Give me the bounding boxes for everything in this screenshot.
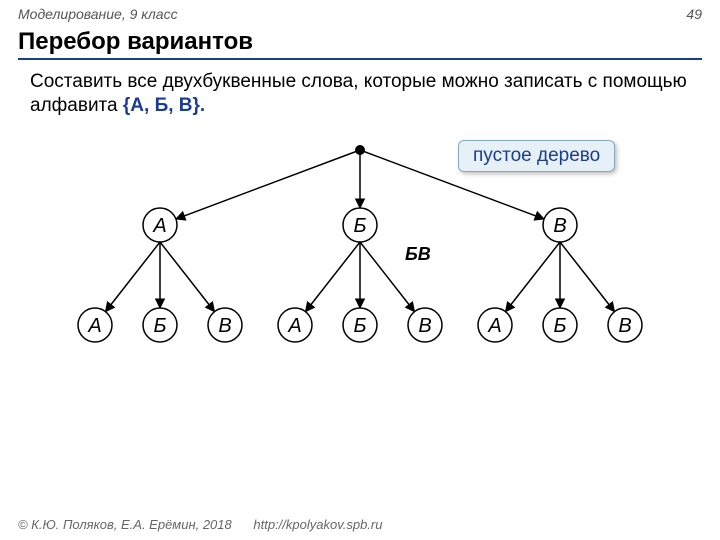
tree-edge bbox=[305, 242, 360, 312]
tree-node-label: Б bbox=[553, 315, 566, 337]
tree-edge bbox=[160, 242, 215, 312]
task-text: Составить все двухбуквенные слова, котор… bbox=[30, 70, 690, 118]
tree-node-label: В bbox=[418, 315, 431, 337]
footer-url: http://kpolyakov.spb.ru bbox=[253, 517, 382, 532]
header-left: Моделирование, 9 класс bbox=[18, 6, 178, 22]
footer: © К.Ю. Поляков, Е.А. Ерёмин, 2018 http:/… bbox=[18, 517, 382, 532]
page-number: 49 bbox=[686, 6, 702, 22]
tree-edge bbox=[505, 242, 560, 312]
tree-edge bbox=[560, 242, 615, 312]
tree-node-label: В bbox=[618, 315, 631, 337]
tree-node-label: В bbox=[218, 315, 231, 337]
tree-node-label: А bbox=[487, 315, 501, 337]
header: Моделирование, 9 класс 49 bbox=[18, 6, 702, 22]
tree-node-label: А bbox=[152, 215, 166, 237]
tree-node-label: Б bbox=[353, 315, 366, 337]
footer-copyright: © К.Ю. Поляков, Е.А. Ерёмин, 2018 bbox=[18, 517, 232, 532]
tree-edge bbox=[176, 150, 360, 219]
page-title: Перебор вариантов bbox=[18, 28, 702, 60]
tree-node-label: Б bbox=[353, 215, 366, 237]
tree-edge bbox=[105, 242, 160, 312]
tree-diagram: ААБВБАБВВАБВ БВ bbox=[30, 140, 690, 360]
tree-node-label: Б bbox=[153, 315, 166, 337]
tree-node-label: А bbox=[87, 315, 101, 337]
tree-node-label: А bbox=[287, 315, 301, 337]
edge-label-bv: БВ bbox=[405, 244, 431, 264]
tree-edge bbox=[360, 150, 544, 219]
tree-root-dot bbox=[355, 145, 365, 155]
task-alphabet: {А, Б, В}. bbox=[123, 95, 205, 116]
tree-node-label: В bbox=[553, 215, 566, 237]
